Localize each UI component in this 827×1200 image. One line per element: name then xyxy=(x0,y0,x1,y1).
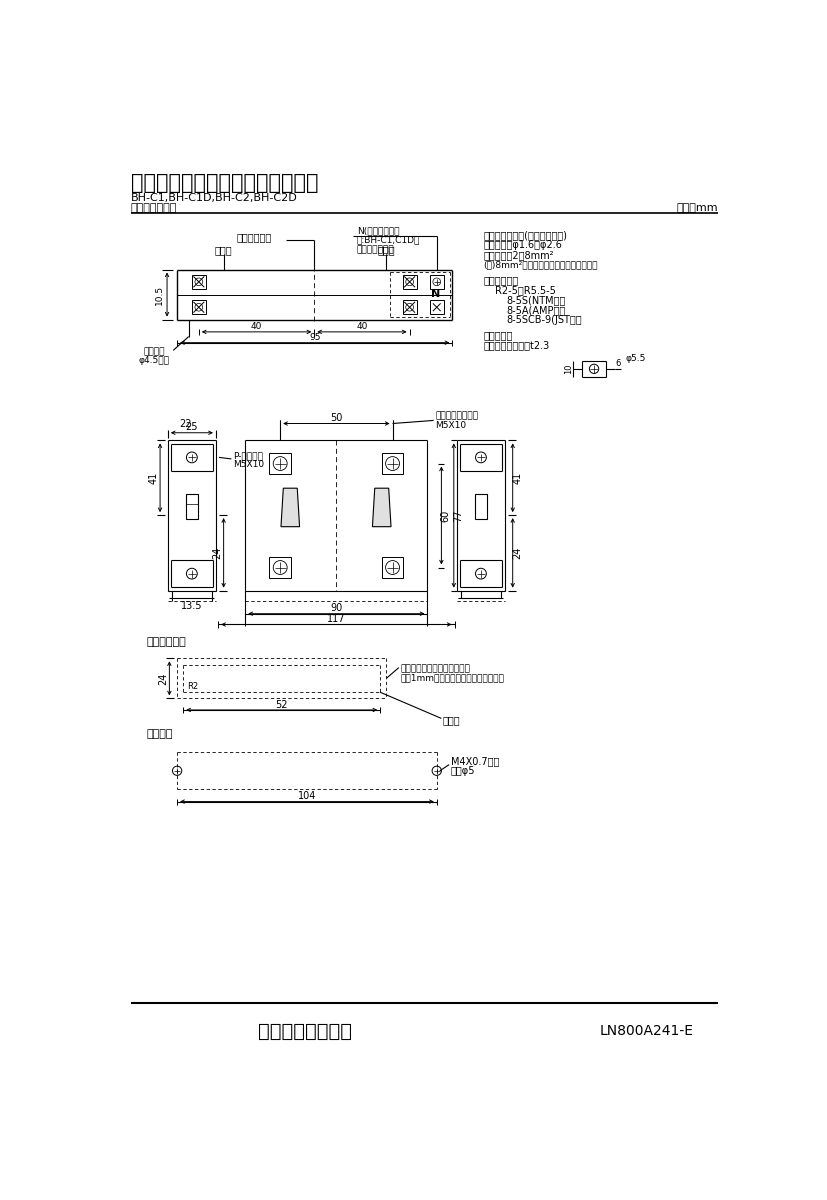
Text: 50: 50 xyxy=(330,413,342,424)
Bar xyxy=(402,300,416,314)
Polygon shape xyxy=(372,488,390,527)
Bar xyxy=(429,300,443,314)
Text: 10: 10 xyxy=(563,364,572,374)
Bar xyxy=(269,557,291,578)
Text: 穴明寸法は遮断器窓枠に対し: 穴明寸法は遮断器窓枠に対し xyxy=(399,665,470,673)
Text: φ5.5: φ5.5 xyxy=(624,354,645,364)
Text: 60: 60 xyxy=(440,509,450,522)
Text: 片側1mmの隙間をもたせた寸法です。: 片側1mmの隙間をもたせた寸法です。 xyxy=(399,673,504,683)
Text: R2: R2 xyxy=(187,682,198,691)
Text: 単線　：φ1.6～φ2.6: 単線 ：φ1.6～φ2.6 xyxy=(483,240,562,251)
Text: R2-5～R5.5-5: R2-5～R5.5-5 xyxy=(495,286,555,295)
Text: M4X0.7ねじ: M4X0.7ねじ xyxy=(450,756,499,767)
Text: LN800A241-E: LN800A241-E xyxy=(599,1024,693,1038)
Text: 遮断器: 遮断器 xyxy=(442,715,460,725)
Text: 40: 40 xyxy=(356,322,367,331)
Text: 52: 52 xyxy=(275,700,288,709)
Bar xyxy=(429,275,443,289)
Text: P-なべねじ: P-なべねじ xyxy=(232,451,262,461)
Bar xyxy=(381,557,403,578)
Text: 10.5: 10.5 xyxy=(155,284,164,305)
Text: 104: 104 xyxy=(298,791,316,802)
Text: N: N xyxy=(430,289,439,299)
Text: 負荷側: 負荷側 xyxy=(377,245,394,256)
Text: 95: 95 xyxy=(308,332,320,342)
Text: 注:BH-C1,C1D形: 注:BH-C1,C1D形 xyxy=(356,235,420,245)
Text: 取付つめ: 取付つめ xyxy=(143,348,165,356)
Text: 適合圧着端子: 適合圧着端子 xyxy=(483,275,518,286)
Bar xyxy=(192,300,206,314)
Text: 標準外形寸法図: 標準外形寸法図 xyxy=(131,203,177,212)
Text: 24: 24 xyxy=(158,672,168,684)
Text: M5X10: M5X10 xyxy=(435,420,466,430)
Bar xyxy=(192,275,206,289)
Text: 77: 77 xyxy=(453,509,463,522)
Text: 90: 90 xyxy=(330,604,342,613)
Text: M5X10: M5X10 xyxy=(232,460,264,469)
Text: 三菱分電盤用ノーヒューズ遮断器: 三菱分電盤用ノーヒューズ遮断器 xyxy=(131,173,318,193)
Text: 25: 25 xyxy=(185,422,198,432)
Text: 導帯加工図: 導帯加工図 xyxy=(483,330,512,341)
Text: BH-C1,BH-C1D,BH-C2,BH-C2D: BH-C1,BH-C1D,BH-C2,BH-C2D xyxy=(131,192,297,203)
Polygon shape xyxy=(280,488,299,527)
Text: セルフアップねじ: セルフアップねじ xyxy=(435,412,478,420)
Text: 117: 117 xyxy=(327,614,345,624)
Text: φ4.5長穴: φ4.5長穴 xyxy=(138,356,170,365)
Bar xyxy=(381,452,403,474)
Text: 8-5S(NTM社）: 8-5S(NTM社） xyxy=(506,295,565,305)
Text: 8-5SCB-9(JST社）: 8-5SCB-9(JST社） xyxy=(506,316,581,325)
Text: 41: 41 xyxy=(149,472,159,484)
Text: 遮断器の中心: 遮断器の中心 xyxy=(237,232,272,242)
Text: 適合電線サイズ(負荷端子のみ): 適合電線サイズ(負荷端子のみ) xyxy=(483,230,566,240)
Text: にのみ付きます: にのみ付きます xyxy=(356,245,394,254)
Text: より線：2～8mm²: より線：2～8mm² xyxy=(483,251,553,260)
Text: 8-5A(AMP社）: 8-5A(AMP社） xyxy=(506,305,565,316)
Text: 24: 24 xyxy=(512,547,522,559)
Text: 表板穴明寸法: 表板穴明寸法 xyxy=(146,637,185,647)
Text: 22: 22 xyxy=(179,419,192,428)
Text: 三菱電機株式会社: 三菱電機株式会社 xyxy=(258,1021,351,1040)
Text: 41: 41 xyxy=(512,472,522,484)
Text: 電源側: 電源側 xyxy=(214,245,232,256)
Text: 穴明寸法: 穴明寸法 xyxy=(146,730,172,739)
Text: 24: 24 xyxy=(213,547,222,559)
Text: 単位：mm: 単位：mm xyxy=(676,203,717,212)
Bar xyxy=(402,275,416,289)
Text: N(中性線記号）: N(中性線記号） xyxy=(356,227,399,235)
Text: 6: 6 xyxy=(614,359,620,368)
Bar xyxy=(269,452,291,474)
Text: 又はφ5: 又はφ5 xyxy=(450,766,475,775)
Text: (注)8mm²電線は圧着端子をご使用下さい: (注)8mm²電線は圧着端子をご使用下さい xyxy=(483,260,597,269)
Text: 最大導帯板厚　t2.3: 最大導帯板厚 t2.3 xyxy=(483,341,549,350)
Text: 13.5: 13.5 xyxy=(181,601,203,611)
Text: 40: 40 xyxy=(251,322,262,331)
